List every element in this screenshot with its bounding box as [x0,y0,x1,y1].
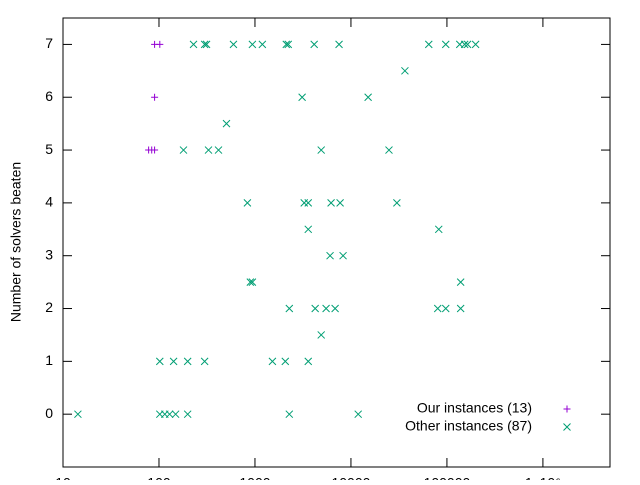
point [151,93,159,101]
point [74,410,82,419]
point [281,357,290,366]
point [243,199,252,207]
y-tick-label: 5 [45,141,53,157]
point [460,40,469,49]
x-tick-label: 100 [147,475,171,480]
point [155,357,164,366]
point [322,304,330,313]
y-tick-label: 0 [45,405,53,421]
point [335,40,343,49]
y-tick-label: 6 [45,88,53,104]
point [354,410,363,419]
point [285,410,294,419]
point [200,357,209,366]
point [284,40,293,49]
point [304,199,313,207]
point [258,40,267,49]
point [310,40,319,49]
point [214,146,223,154]
legend-label: Other instances (87) [405,418,532,434]
point [285,304,294,313]
point [202,40,211,49]
point [248,40,257,49]
legend-label: Our instances (13) [417,400,532,416]
point [222,119,231,128]
legend-marker [563,405,571,413]
point [441,40,450,49]
point [156,40,164,48]
point [204,146,213,154]
point [169,357,178,366]
x-tick-label: 1000 [239,475,270,480]
point [456,304,465,313]
y-axis-label: Number of solvers beaten [8,162,24,322]
point [300,199,309,207]
point [183,357,192,366]
point [364,93,372,102]
x-tick-label: 100000 [424,475,471,480]
point [151,146,159,154]
point [304,225,313,234]
point [424,40,433,49]
point [171,410,180,419]
point [401,66,409,75]
point [268,357,277,366]
point [200,40,209,49]
point [339,251,347,260]
point [189,40,198,49]
point [179,146,188,154]
point [248,278,257,286]
point [304,357,313,366]
point [311,304,320,313]
point [298,93,306,102]
point [393,199,401,207]
point [434,225,443,234]
plot-border [62,17,611,468]
y-tick-label: 1 [45,352,53,368]
point [326,251,334,260]
point [229,40,238,49]
point [317,146,326,154]
point [165,410,174,419]
point [183,410,192,419]
y-tick-label: 2 [45,299,53,315]
point [456,278,465,286]
y-tick-label: 3 [45,246,53,262]
point [433,304,442,313]
point [385,146,393,154]
point [246,278,255,286]
y-tick-label: 4 [45,194,53,210]
point [336,199,344,207]
point [317,331,326,339]
point [331,304,339,313]
x-tick-label: 10000 [331,475,370,480]
point [471,40,480,49]
point [463,40,472,49]
x-tick-label: 1x10⁶ [525,475,561,480]
point [441,304,450,313]
y-tick-label: 7 [45,35,53,51]
point [327,199,335,207]
point [282,40,291,49]
legend-marker [563,423,571,431]
x-tick-label: 10 [55,475,71,480]
